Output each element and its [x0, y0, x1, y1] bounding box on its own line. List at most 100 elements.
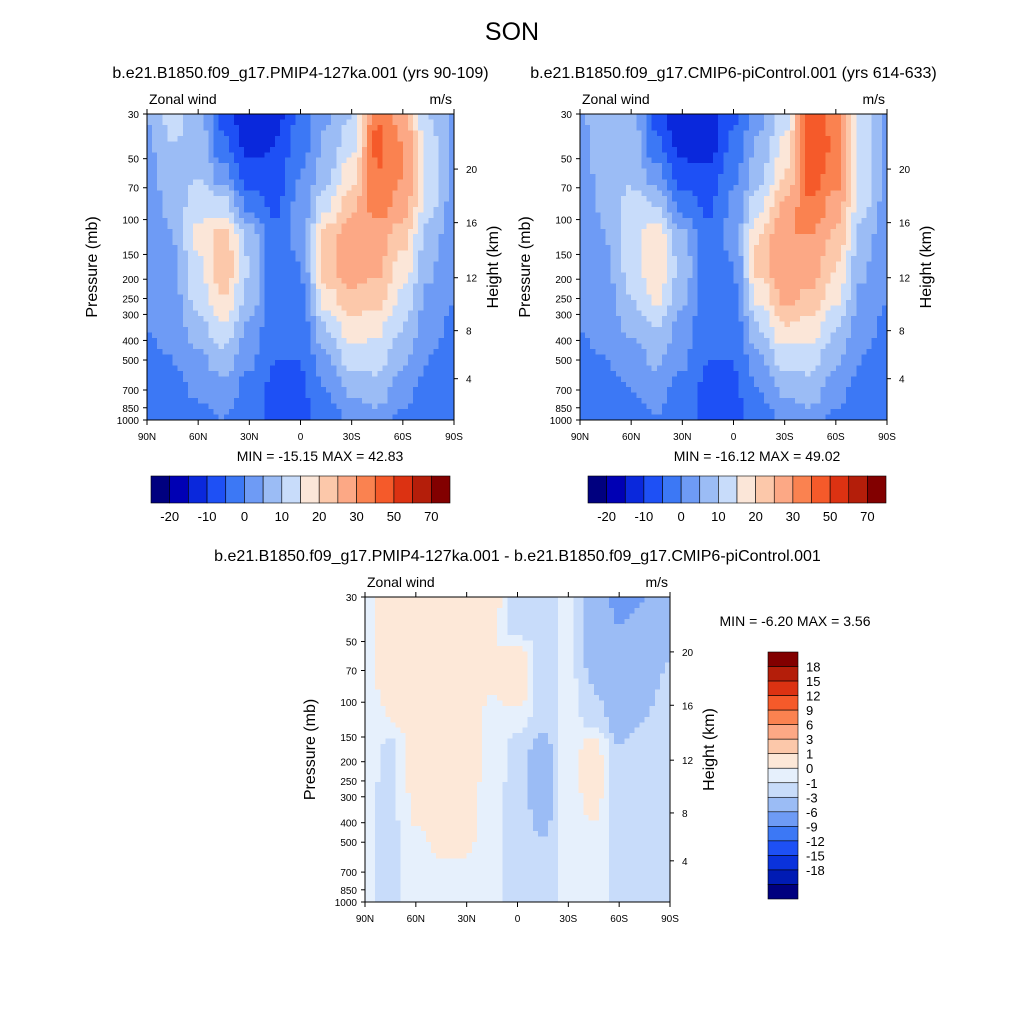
contour-cell — [147, 305, 153, 312]
contour-cell — [743, 239, 750, 246]
contour-cell — [285, 152, 291, 159]
contour-cell — [198, 234, 204, 241]
contour-cell — [585, 212, 591, 219]
contour-cell — [585, 168, 591, 175]
contour-cell — [728, 141, 735, 148]
contour-cell — [392, 332, 399, 339]
contour-cell — [295, 414, 302, 421]
contour-cell — [177, 381, 184, 388]
contour-cell — [228, 387, 235, 394]
contour-cell — [443, 245, 450, 252]
contour-cell — [600, 124, 607, 131]
contour-cell — [651, 119, 658, 126]
contour-cell — [218, 212, 225, 219]
contour-cell — [187, 228, 194, 235]
contour-cell — [372, 327, 378, 334]
contour-cell — [336, 130, 343, 137]
contour-cell — [820, 239, 827, 246]
contour-cell — [840, 195, 847, 203]
contour-cell — [397, 239, 404, 246]
contour-cell — [677, 228, 683, 235]
contour-cell — [718, 146, 724, 153]
contour-cell — [438, 261, 445, 268]
contour-cell — [203, 130, 209, 137]
contour-cell — [769, 228, 776, 235]
contour-cell — [254, 119, 261, 126]
contour-cell — [259, 316, 266, 323]
contour-cell — [738, 114, 745, 121]
contour-cell — [580, 114, 586, 121]
contour-cell — [585, 179, 591, 186]
contour-cell — [733, 146, 740, 153]
contour-cell — [677, 174, 683, 181]
contour-cell — [382, 130, 389, 137]
contour-cell — [397, 179, 404, 186]
contour-cell — [428, 403, 435, 410]
contour-cell — [626, 168, 632, 175]
contour-cell — [269, 245, 276, 252]
contour-cell — [631, 174, 637, 181]
contour-cell — [423, 130, 430, 137]
contour-cell — [851, 124, 857, 131]
contour-cell — [382, 152, 389, 159]
contour-cell — [846, 185, 852, 192]
contour-cell — [361, 124, 368, 131]
contour-cell — [407, 146, 414, 153]
contour-cell — [810, 114, 816, 121]
contour-cell — [361, 267, 368, 274]
contour-cell — [157, 245, 163, 252]
contour-cell — [397, 212, 404, 219]
contour-cell — [433, 179, 440, 186]
contour-cell — [233, 387, 240, 394]
contour-cell — [871, 245, 878, 252]
contour-cell — [702, 179, 709, 186]
contour-cell — [448, 195, 455, 203]
contour-cell — [336, 294, 343, 301]
contour-cell — [377, 381, 383, 388]
contour-cell — [295, 185, 302, 192]
contour-cell — [774, 217, 781, 224]
contour-cell — [264, 338, 271, 345]
contour-cell — [682, 228, 689, 235]
contour-cell — [280, 316, 286, 323]
contour-cell — [677, 163, 683, 170]
contour-cell — [239, 414, 245, 421]
contour-cell — [840, 228, 847, 235]
contour-cell — [361, 272, 368, 279]
contour-cell — [280, 201, 286, 208]
contour-cell — [600, 146, 607, 153]
contour-cell — [448, 119, 455, 126]
contour-cell — [326, 299, 332, 306]
contour-cell — [305, 327, 312, 334]
contour-cell — [580, 152, 586, 159]
contour-cell — [779, 201, 786, 208]
contour-cell — [228, 392, 235, 399]
contour-cell — [723, 195, 729, 203]
contour-cell — [448, 228, 455, 235]
contour-cell — [147, 365, 153, 372]
contour-cell — [177, 174, 184, 181]
contour-cell — [223, 152, 230, 159]
contour-cell — [223, 338, 230, 345]
contour-cell — [331, 234, 337, 241]
contour-cell — [666, 114, 673, 121]
contour-cell — [147, 310, 153, 317]
contour-cell — [351, 354, 358, 361]
contour-cell — [418, 163, 424, 170]
contour-cell — [218, 256, 225, 263]
contour-cell — [636, 130, 642, 137]
contour-cell — [198, 114, 204, 121]
contour-cell — [438, 168, 445, 175]
contour-cell — [341, 223, 348, 230]
contour-cell — [402, 387, 409, 394]
field-name-label: Zonal wind — [149, 91, 217, 107]
contour-cell — [172, 195, 179, 203]
contour-cell — [326, 179, 332, 186]
contour-cell — [218, 124, 225, 131]
contour-cell — [249, 376, 256, 383]
contour-cell — [423, 245, 430, 252]
contour-cell — [331, 365, 337, 372]
contour-cell — [418, 185, 424, 192]
contour-cell — [830, 195, 837, 203]
contour-cell — [223, 359, 230, 366]
